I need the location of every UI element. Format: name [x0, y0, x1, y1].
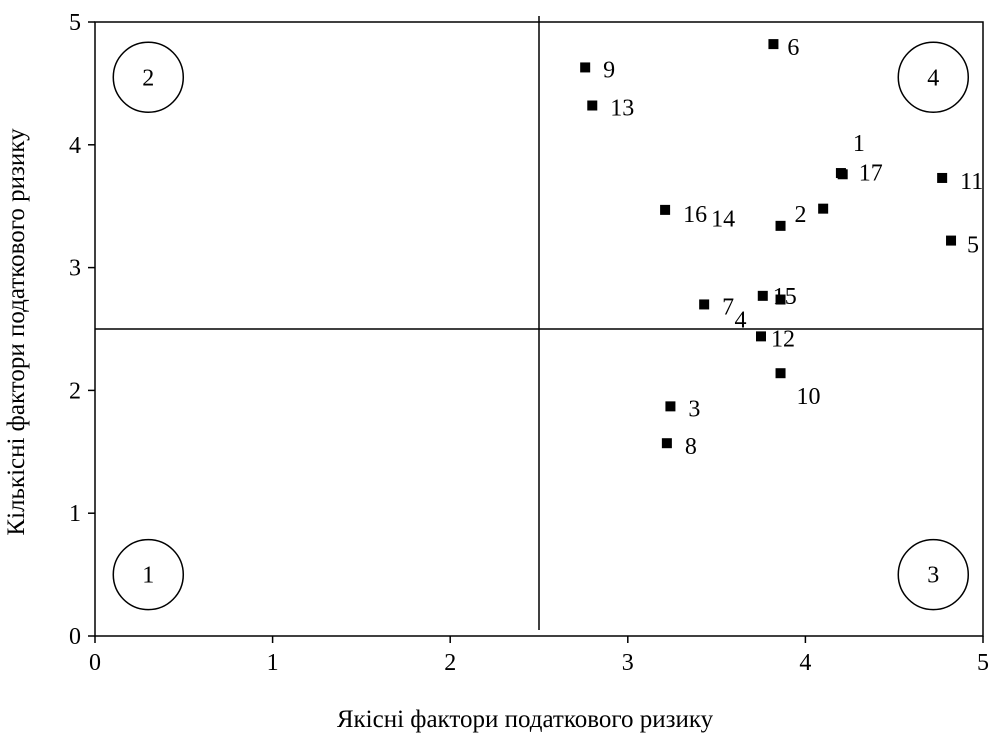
data-point-16: 16: [660, 202, 707, 228]
point-label: 11: [960, 169, 983, 195]
x-axis: 0 1 2 3 4 5: [89, 636, 989, 676]
y-tick-label: 1: [69, 501, 81, 527]
point-label: 5: [967, 233, 979, 259]
point-label: 13: [610, 96, 634, 122]
x-tick-label: 4: [799, 650, 811, 676]
quadrant-4: 4: [897, 41, 970, 114]
point-marker: [756, 331, 766, 342]
x-tick-label: 0: [89, 650, 101, 676]
point-label: 17: [859, 160, 883, 186]
y-axis-title: Кількісні фактори податкового ризику: [3, 128, 30, 536]
x-axis-title: Якісні фактори податкового ризику: [337, 706, 714, 733]
point-label: 16: [683, 202, 707, 228]
point-label: 15: [773, 284, 797, 310]
point-label: 2: [795, 202, 807, 228]
point-marker: [775, 368, 786, 379]
point-marker: [837, 169, 848, 180]
data-point-10: 10: [775, 368, 821, 410]
y-tick-label: 4: [69, 133, 81, 159]
data-point-5: 5: [946, 233, 979, 259]
quadrant-2: 2: [112, 41, 185, 114]
point-marker: [937, 172, 948, 183]
data-point-2: 2: [775, 202, 807, 231]
data-point-9: 9: [580, 57, 615, 83]
quadrant-1: 1: [112, 538, 185, 611]
point-marker: [665, 401, 676, 412]
data-point-13: 13: [587, 96, 634, 122]
point-label: 6: [787, 35, 799, 61]
point-marker: [580, 62, 591, 73]
quadrant-label: 3: [927, 563, 939, 589]
data-point-6: 6: [768, 35, 799, 61]
data-point-3: 3: [665, 396, 700, 422]
quadrant-circle: [897, 538, 970, 611]
point-label: 10: [797, 384, 821, 410]
data-point-12: 12: [756, 326, 795, 352]
point-marker: [775, 294, 786, 305]
quadrant-dividers: [95, 16, 983, 630]
x-tick-label: 2: [444, 650, 456, 676]
y-axis: 0 1 2 3 4 5: [69, 10, 95, 650]
point-label: 1: [853, 131, 865, 157]
point-label: 14: [711, 207, 735, 233]
data-point-15: 15: [757, 284, 797, 310]
point-label: 8: [685, 434, 697, 460]
point-label: 3: [688, 396, 700, 422]
point-marker: [775, 220, 786, 231]
point-label: 4: [735, 308, 747, 334]
data-point-8: 8: [661, 434, 697, 460]
y-tick-label: 2: [69, 378, 81, 404]
point-marker: [587, 100, 598, 111]
point-label: 7: [722, 294, 734, 320]
point-label: 9: [603, 57, 615, 83]
x-tick-label: 3: [622, 650, 634, 676]
quadrant-label: 4: [927, 65, 939, 91]
point-marker: [757, 290, 768, 301]
point-marker: [768, 39, 779, 50]
y-tick-label: 3: [69, 256, 81, 282]
y-tick-label: 0: [69, 624, 81, 650]
y-tick-label: 5: [69, 10, 81, 36]
point-marker: [660, 204, 671, 215]
point-marker: [946, 235, 957, 246]
point-marker: [699, 299, 710, 310]
quadrant-label: 1: [142, 563, 154, 589]
quadrant-circle: [897, 41, 970, 114]
data-point-4: 4: [735, 294, 786, 334]
quadrant-3: 3: [897, 538, 970, 611]
data-point-14: 14: [711, 203, 829, 233]
data-point-11: 11: [937, 169, 983, 195]
point-marker: [818, 203, 829, 214]
x-tick-label: 5: [977, 650, 989, 676]
data-point-7: 7: [699, 294, 734, 320]
x-tick-label: 1: [267, 650, 279, 676]
quadrant-circle: [112, 41, 185, 114]
quadrant-circle: [112, 538, 185, 611]
data-point-17: 17: [837, 160, 883, 186]
point-marker: [661, 438, 672, 449]
quadrant-label: 2: [142, 65, 154, 91]
point-label: 12: [771, 326, 795, 352]
